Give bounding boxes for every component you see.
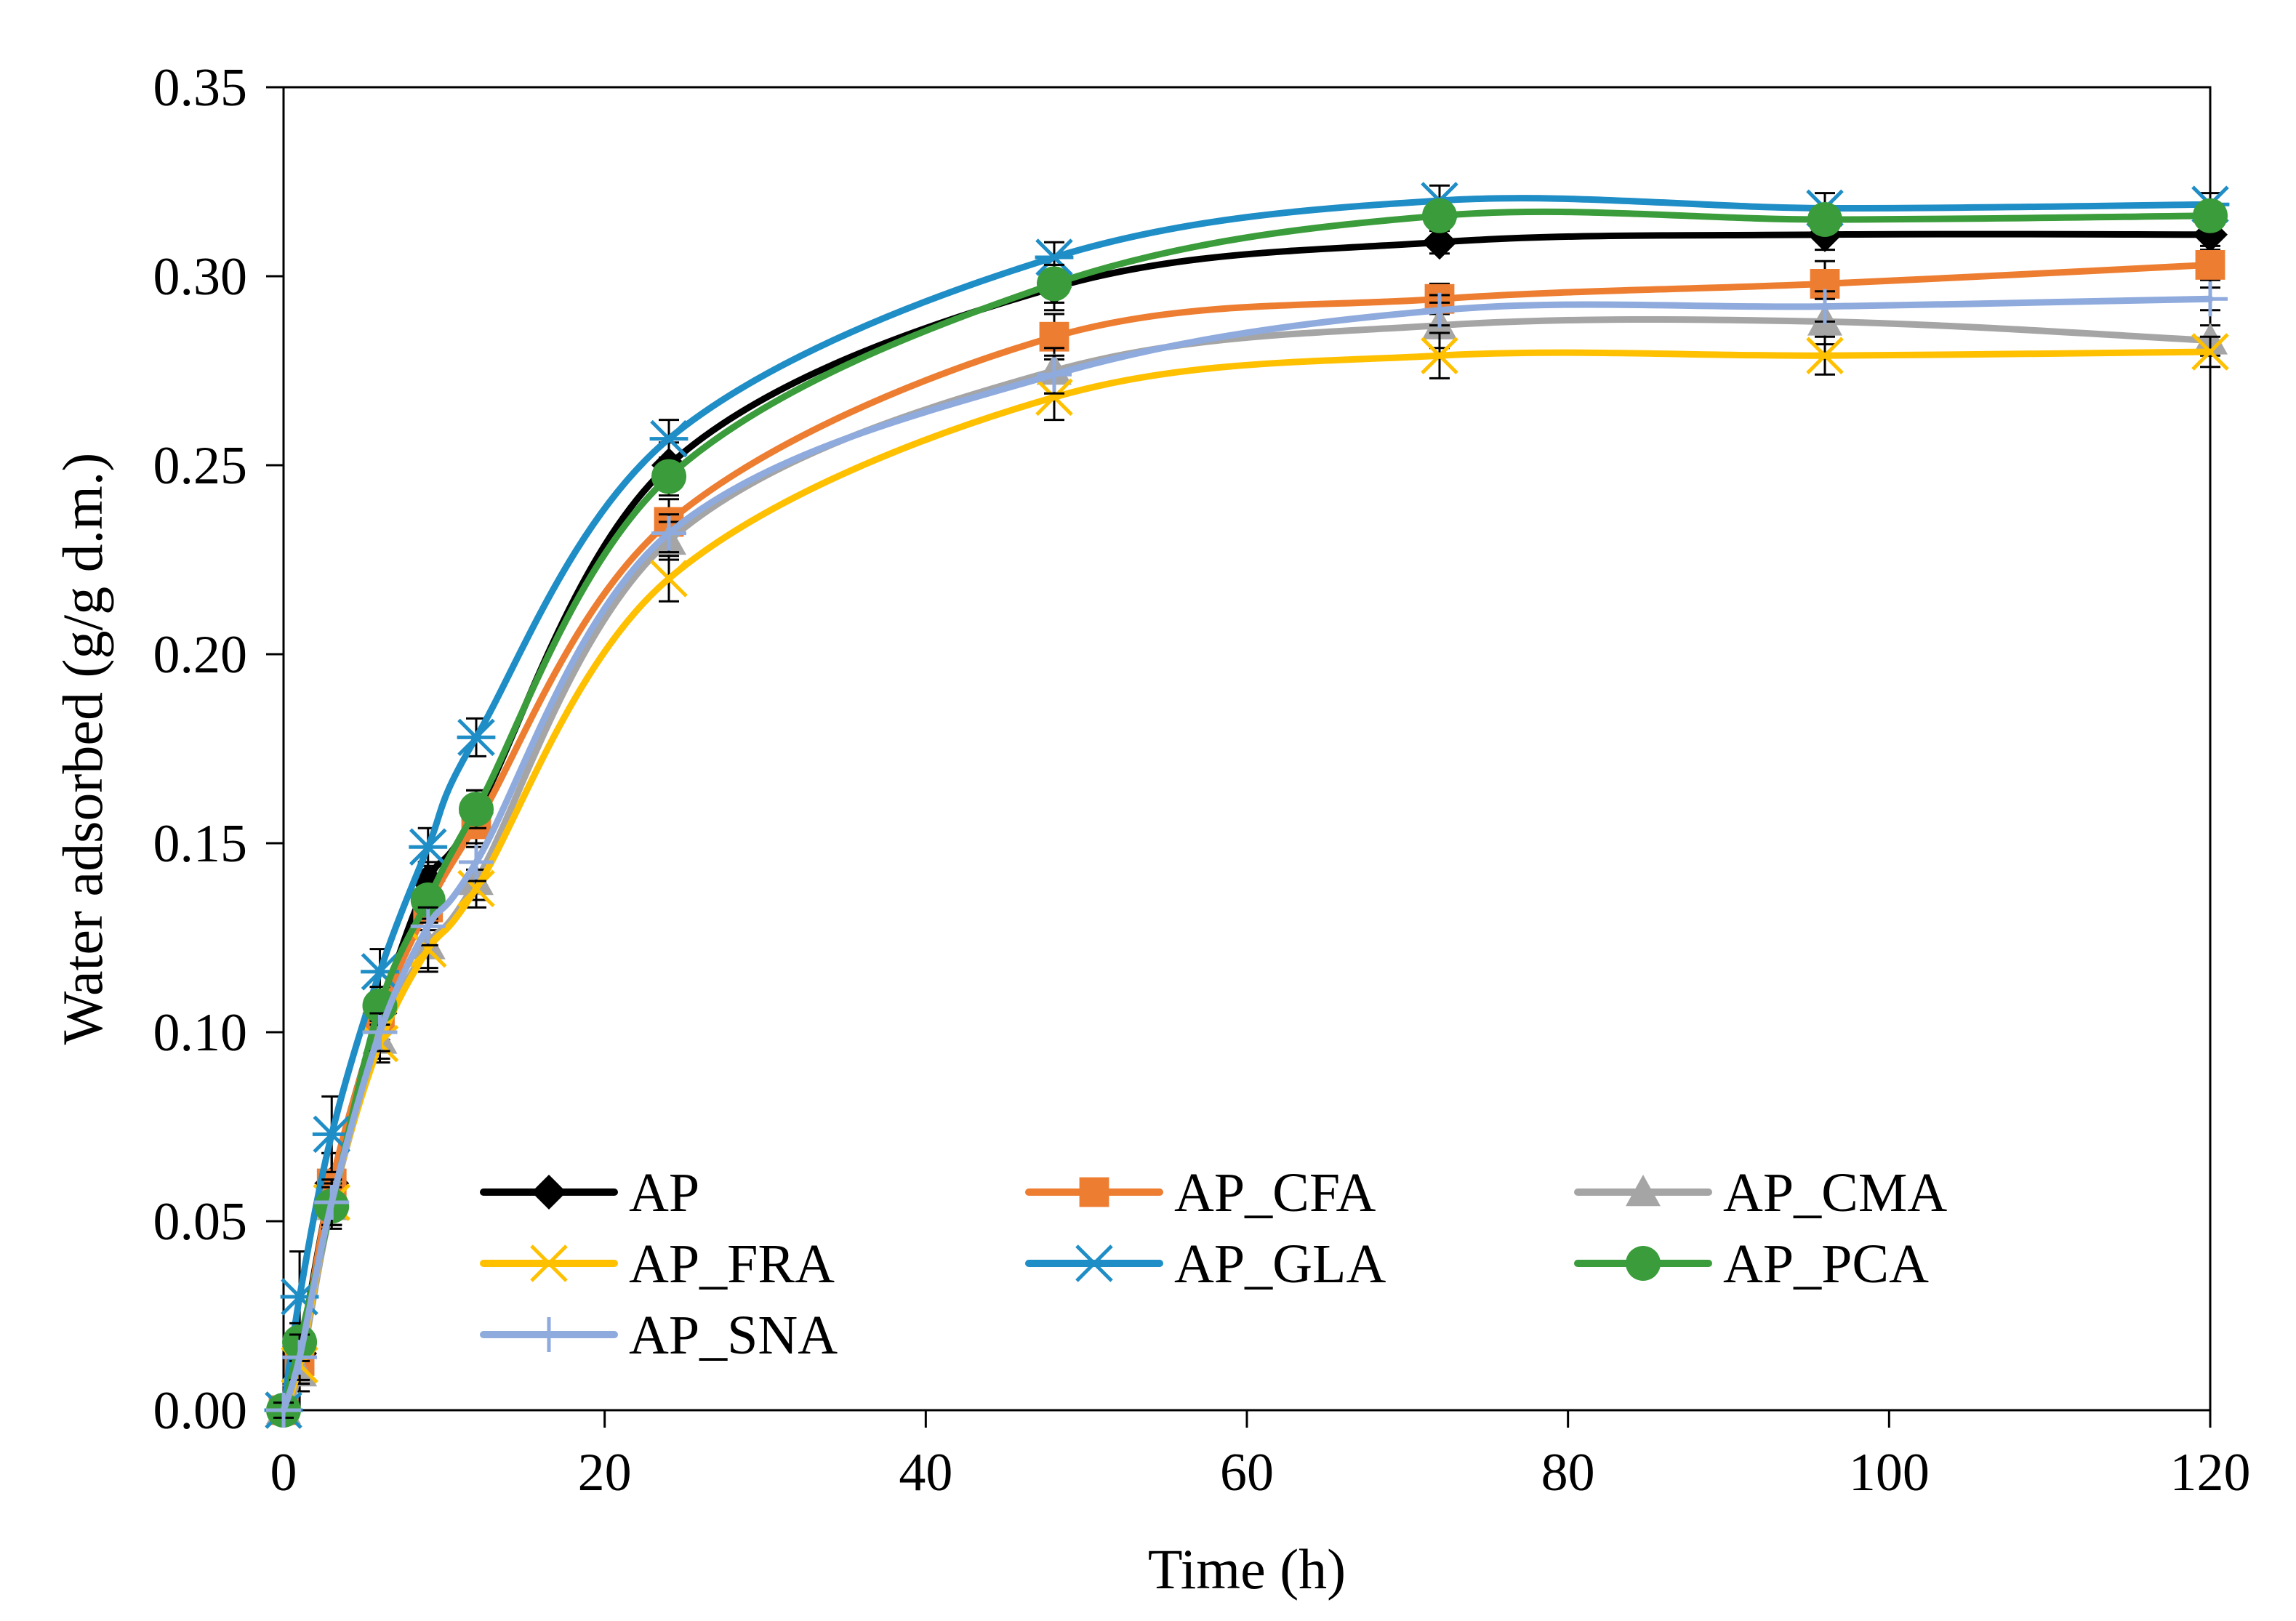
legend-label: AP_GLA <box>1174 1234 1386 1295</box>
data-point <box>1421 337 1458 374</box>
series-ap-sna <box>266 281 2228 1428</box>
data-point <box>410 882 446 917</box>
legend-marker <box>1079 1177 1109 1207</box>
data-point <box>1037 357 1072 393</box>
data-point <box>1807 289 1842 324</box>
data-point <box>1039 321 1069 352</box>
data-point <box>1807 202 1842 237</box>
legend-label: AP_CFA <box>1174 1162 1376 1223</box>
data-point <box>409 828 448 866</box>
data-point <box>266 1393 301 1428</box>
data-point <box>410 909 446 944</box>
data-point <box>362 1015 398 1050</box>
data-point <box>1035 378 1073 417</box>
data-point <box>314 1185 350 1220</box>
series-line <box>280 208 2214 1414</box>
data-point <box>1422 292 1457 328</box>
legend-item: AP_GLA <box>1025 1234 1386 1295</box>
data-point <box>2191 333 2229 371</box>
data-point <box>409 930 447 968</box>
data-point <box>651 459 686 494</box>
axes: 0.00 0.05 0.10 0.15 0.20 0.25 0.30 0.35 0 20 40 60 8… <box>153 58 2251 1503</box>
x-tick-label: 40 <box>899 1443 952 1503</box>
legend-label: AP_FRA <box>629 1234 835 1295</box>
data-point <box>2195 250 2225 280</box>
legend-marker <box>1626 1175 1661 1207</box>
x-tick-label: 0 <box>270 1443 297 1503</box>
x-tick-label: 80 <box>1541 1443 1595 1503</box>
data-point <box>457 718 496 757</box>
data-point <box>459 792 494 827</box>
data-point <box>282 1340 318 1375</box>
legend-marker <box>1075 1244 1114 1282</box>
legend-marker <box>531 1317 566 1352</box>
legend-item: AP <box>480 1162 699 1223</box>
legend-marker <box>530 1244 568 1282</box>
x-tick-label: 60 <box>1220 1443 1274 1503</box>
legend-marker <box>1626 1246 1661 1281</box>
data-point <box>2193 198 2228 233</box>
y-tick-label: 0.35 <box>153 58 248 118</box>
legend-label: AP_SNA <box>629 1305 838 1366</box>
legend-item: AP_CMA <box>1574 1162 1947 1223</box>
data-point <box>651 515 686 551</box>
data-point <box>1422 225 1457 260</box>
legend-label: AP_CMA <box>1723 1162 1947 1223</box>
data-point <box>1806 337 1844 374</box>
y-tick-label: 0.20 <box>153 625 248 685</box>
legend-label: AP <box>629 1162 699 1223</box>
data-point <box>459 845 494 880</box>
data-point <box>1035 238 1074 276</box>
data-point <box>1422 198 1457 233</box>
data-point <box>2193 281 2228 317</box>
y-tick-label: 0.00 <box>153 1381 248 1441</box>
legend-marker <box>531 1175 566 1210</box>
data-point <box>650 560 688 598</box>
x-axis-title: Time (h) <box>1148 1537 1346 1601</box>
y-tick-label: 0.10 <box>153 1003 248 1063</box>
legend-item: AP_FRA <box>480 1234 835 1295</box>
data-point <box>649 419 689 458</box>
y-tick-label: 0.30 <box>153 247 248 307</box>
y-tick-label: 0.05 <box>153 1192 248 1252</box>
legend-item: AP_PCA <box>1574 1234 1929 1295</box>
series-line <box>280 195 2214 1414</box>
series-layer <box>264 182 2230 1429</box>
y-tick-label: 0.25 <box>153 436 248 496</box>
y-tick-label: 0.15 <box>153 814 248 874</box>
legend-label: AP_PCA <box>1723 1234 1929 1295</box>
x-tick-label: 120 <box>2170 1443 2251 1503</box>
legend-item: AP_SNA <box>480 1305 838 1366</box>
legend-item: AP_CFA <box>1025 1162 1376 1223</box>
x-tick-label: 100 <box>1849 1443 1930 1503</box>
y-axis-title: Water adsorbed (g/g d.m.) <box>51 453 114 1045</box>
x-tick-label: 20 <box>578 1443 632 1503</box>
legend: AP AP_CFA AP_CMA AP_FRA AP_GLA AP_PCA AP_SNA <box>480 1162 1947 1366</box>
data-point <box>1037 266 1072 302</box>
